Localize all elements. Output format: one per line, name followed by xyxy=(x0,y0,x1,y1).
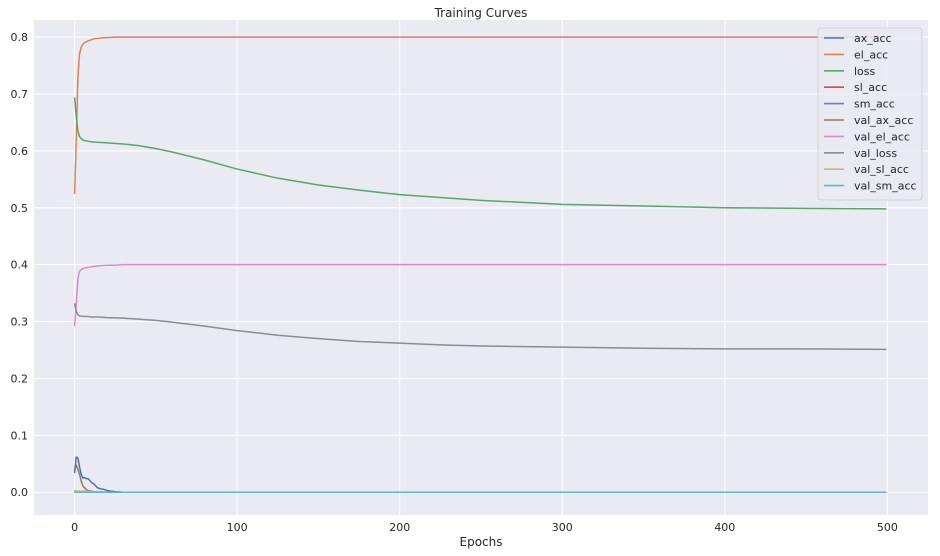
y-tick-label: 0.2 xyxy=(11,372,29,385)
y-tick-label: 0.3 xyxy=(11,316,29,329)
plot-area xyxy=(34,20,928,515)
series-line-val-el-acc xyxy=(73,263,887,327)
x-axis-label: Epochs xyxy=(460,535,503,549)
legend-entry: sl_acc xyxy=(824,81,887,94)
legend-entry: val_ax_acc xyxy=(824,114,913,127)
legend-label: val_ax_acc xyxy=(854,114,913,127)
legend-entry: val_sl_acc xyxy=(824,163,909,176)
legend-entry: val_loss xyxy=(824,147,897,160)
legend-entry: val_el_acc xyxy=(824,130,910,143)
legend-label: sl_acc xyxy=(854,81,887,94)
legend-label: el_acc xyxy=(854,48,888,61)
x-tick-label: 300 xyxy=(552,521,573,534)
x-tick-label: 200 xyxy=(389,521,410,534)
x-tick-label: 100 xyxy=(227,521,248,534)
y-tick-label: 0.0 xyxy=(11,486,29,499)
x-tick-label: 400 xyxy=(714,521,735,534)
y-tick-label: 0.8 xyxy=(11,31,29,44)
legend-label: ax_acc xyxy=(854,32,892,45)
y-tick-label: 0.4 xyxy=(11,259,29,272)
legend-label: val_sm_acc xyxy=(854,180,917,193)
y-tick-label: 0.7 xyxy=(11,88,29,101)
y-tick-label: 0.5 xyxy=(11,202,29,215)
series-line-loss xyxy=(73,97,887,210)
legend-label: val_sl_acc xyxy=(854,163,909,176)
legend-entry: sm_acc xyxy=(824,98,895,111)
chart-title: Training Curves xyxy=(434,6,528,20)
legend-label: val_loss xyxy=(854,147,897,160)
y-tick-label: 0.6 xyxy=(11,145,29,158)
series-lines xyxy=(73,36,887,493)
series-line-el-acc xyxy=(73,36,887,195)
series-line-val-loss xyxy=(73,303,887,351)
legend-label: sm_acc xyxy=(854,98,895,111)
y-tick-label: 0.1 xyxy=(11,429,29,442)
legend-entry: ax_acc xyxy=(824,32,892,45)
legend-entry: el_acc xyxy=(824,48,888,61)
x-tick-label: 0 xyxy=(71,521,78,534)
x-tick-label: 500 xyxy=(877,521,898,534)
tick-labels: 0.0 0.1 0.2 0.3 0.4 0.5 0.6 0.7 0.8 0 100 200 300 400… xyxy=(11,31,898,534)
legend-label: loss xyxy=(854,65,876,78)
legend-entry: loss xyxy=(824,65,876,78)
legend-entry: val_sm_acc xyxy=(824,180,917,193)
legend-label: val_el_acc xyxy=(854,130,910,143)
